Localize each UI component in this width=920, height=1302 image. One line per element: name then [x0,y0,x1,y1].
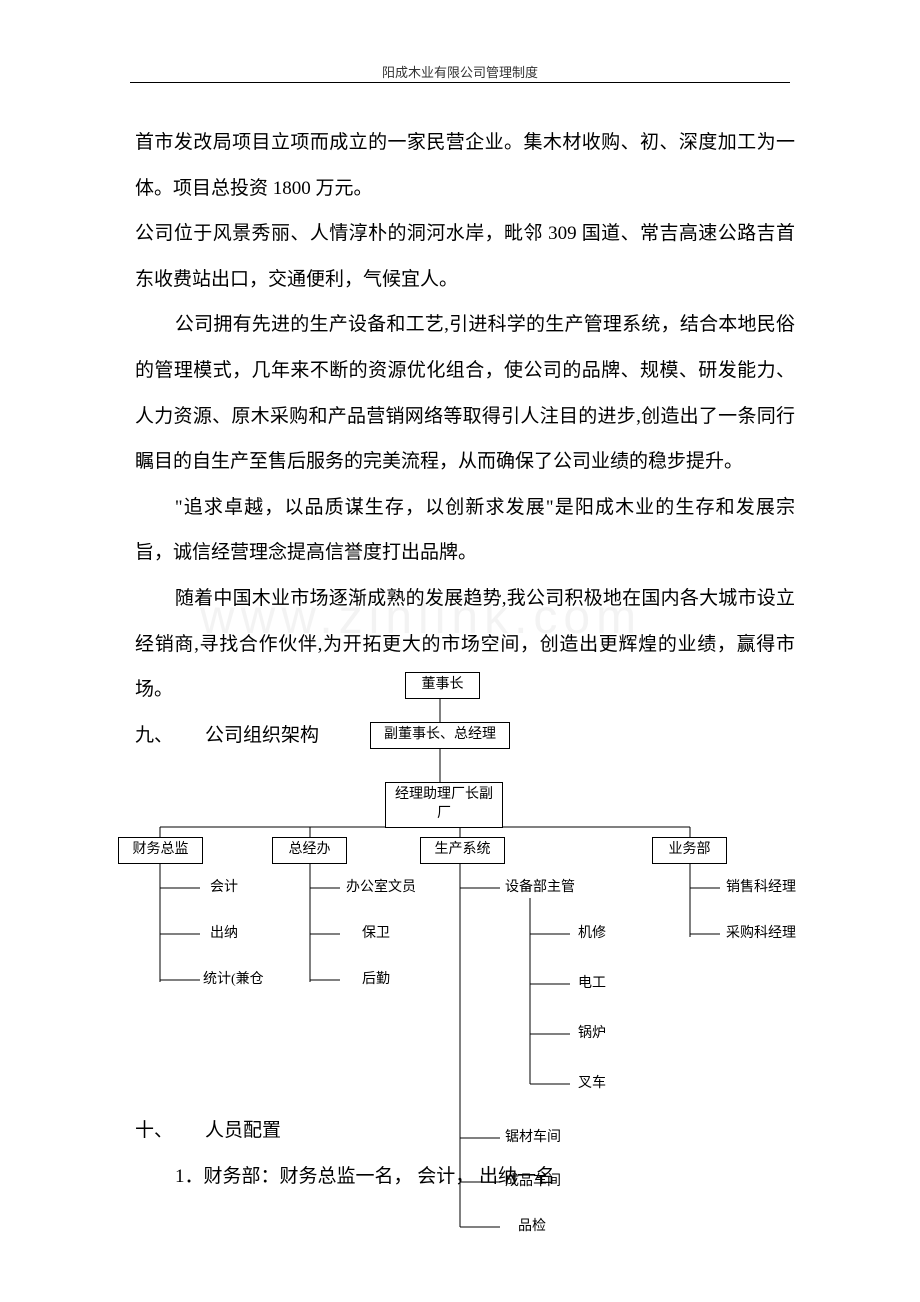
paragraph-2: 公司位于风景秀丽、人情淳朴的洞河水岸，毗邻 309 国道、常吉高速公路吉首东收费… [135,211,795,302]
org-leaf-repair: 机修 [578,926,606,943]
org-leaf-electric: 电工 [578,976,606,993]
org-leaf-qc: 品检 [518,1219,546,1236]
org-leaf-purchase-mgr: 采购科经理 [726,926,796,943]
paragraph-4: "追求卓越，以品质谋生存，以创新求发展"是阳成木业的生存和发展宗旨，诚信经营理念… [135,485,795,576]
org-leaf-cashier: 出纳 [210,926,238,943]
org-box-finance: 财务总监 [118,837,203,864]
org-box-business: 业务部 [652,837,727,864]
org-leaf-equipment: 设备部主管 [505,880,575,897]
header-rule [130,82,790,83]
org-box-chairman: 董事长 [405,672,480,699]
org-box-production: 生产系统 [420,837,505,864]
org-leaf-stats: 统计(兼仓 [203,972,275,989]
org-leaf-forklift: 叉车 [578,1076,606,1093]
org-leaf-logistics: 后勤 [362,972,390,989]
org-box-vice-chairman: 副董事长、总经理 [370,722,510,749]
org-box-office: 总经办 [272,837,347,864]
page-header: 阳成木业有限公司管理制度 [0,62,920,81]
org-leaf-saw-workshop: 锯材车间 [505,1130,561,1147]
org-leaf-finished-workshop: 成品车间 [505,1174,561,1191]
org-leaf-clerk: 办公室文员 [346,880,416,897]
org-leaf-boiler: 锅炉 [578,1026,606,1043]
paragraph-1: 首市发改局项目立项而成立的一家民营企业。集木材收购、初、深度加工为一体。项目总投… [135,120,795,211]
org-box-assistant: 经理助理厂长副厂 [385,782,503,828]
org-chart-lines [100,672,850,1232]
org-chart: 董事长 副董事长、总经理 经理助理厂长副厂 财务总监 总经办 生产系统 业务部 … [100,672,850,1232]
org-leaf-security: 保卫 [362,926,390,943]
org-leaf-accountant: 会计 [210,880,238,897]
paragraph-3: 公司拥有先进的生产设备和工艺,引进科学的生产管理系统，结合本地民俗的管理模式，几… [135,302,795,484]
org-leaf-sales-mgr: 销售科经理 [726,880,796,897]
